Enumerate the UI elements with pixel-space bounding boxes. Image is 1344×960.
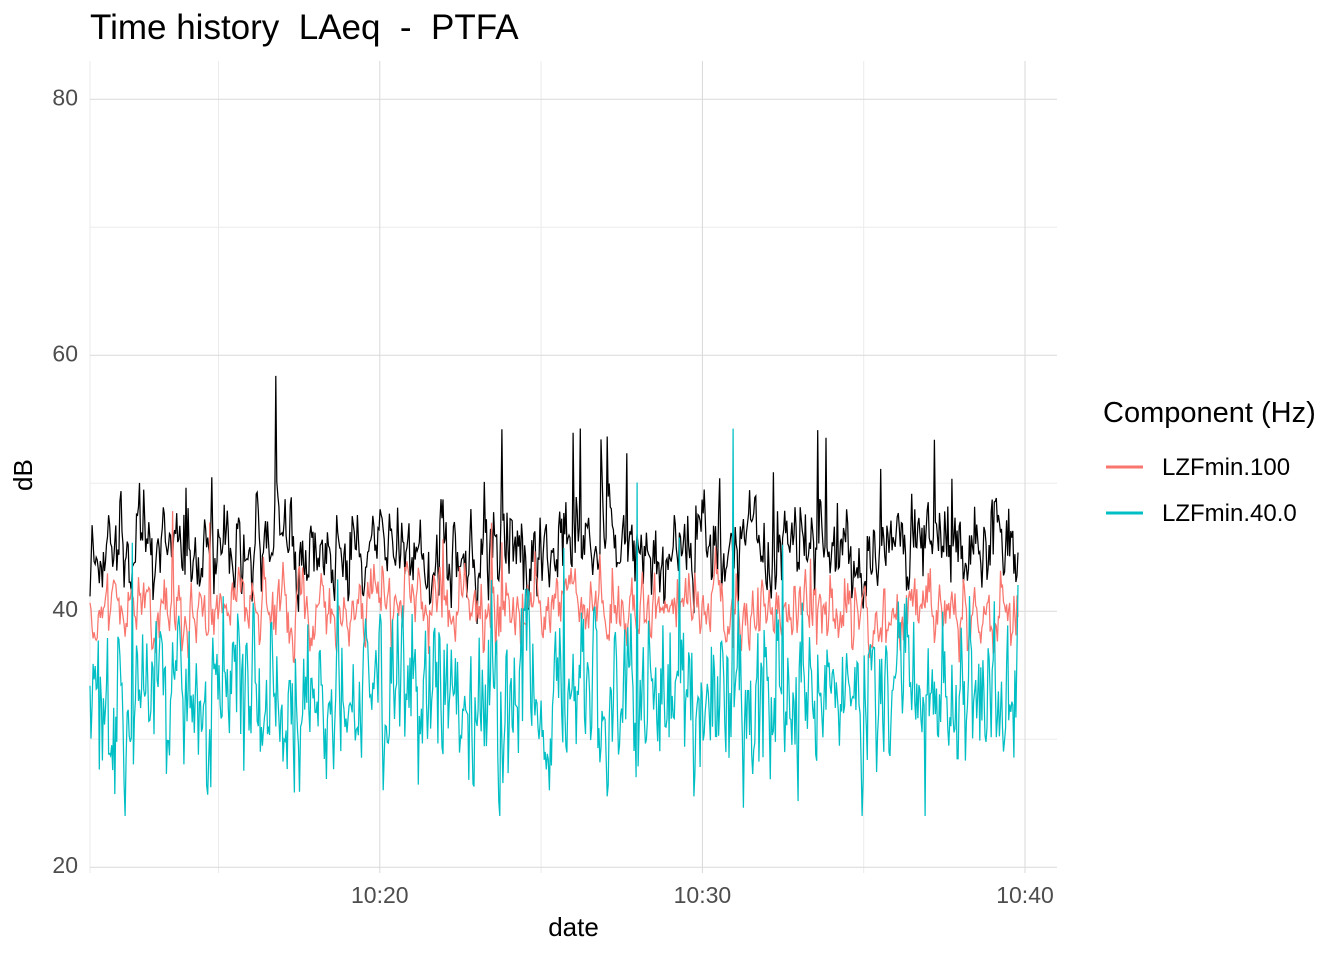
svg-text:80: 80	[52, 84, 78, 110]
svg-text:40: 40	[52, 596, 78, 622]
svg-text:10:20: 10:20	[351, 882, 409, 908]
svg-text:60: 60	[52, 340, 78, 366]
svg-text:10:40: 10:40	[996, 882, 1054, 908]
svg-text:20: 20	[52, 852, 78, 878]
svg-text:LZFmin.40.0: LZFmin.40.0	[1162, 500, 1297, 527]
svg-text:Component (Hz): Component (Hz)	[1103, 397, 1316, 429]
svg-text:10:30: 10:30	[674, 882, 732, 908]
svg-text:LZFmin.100: LZFmin.100	[1162, 454, 1290, 481]
